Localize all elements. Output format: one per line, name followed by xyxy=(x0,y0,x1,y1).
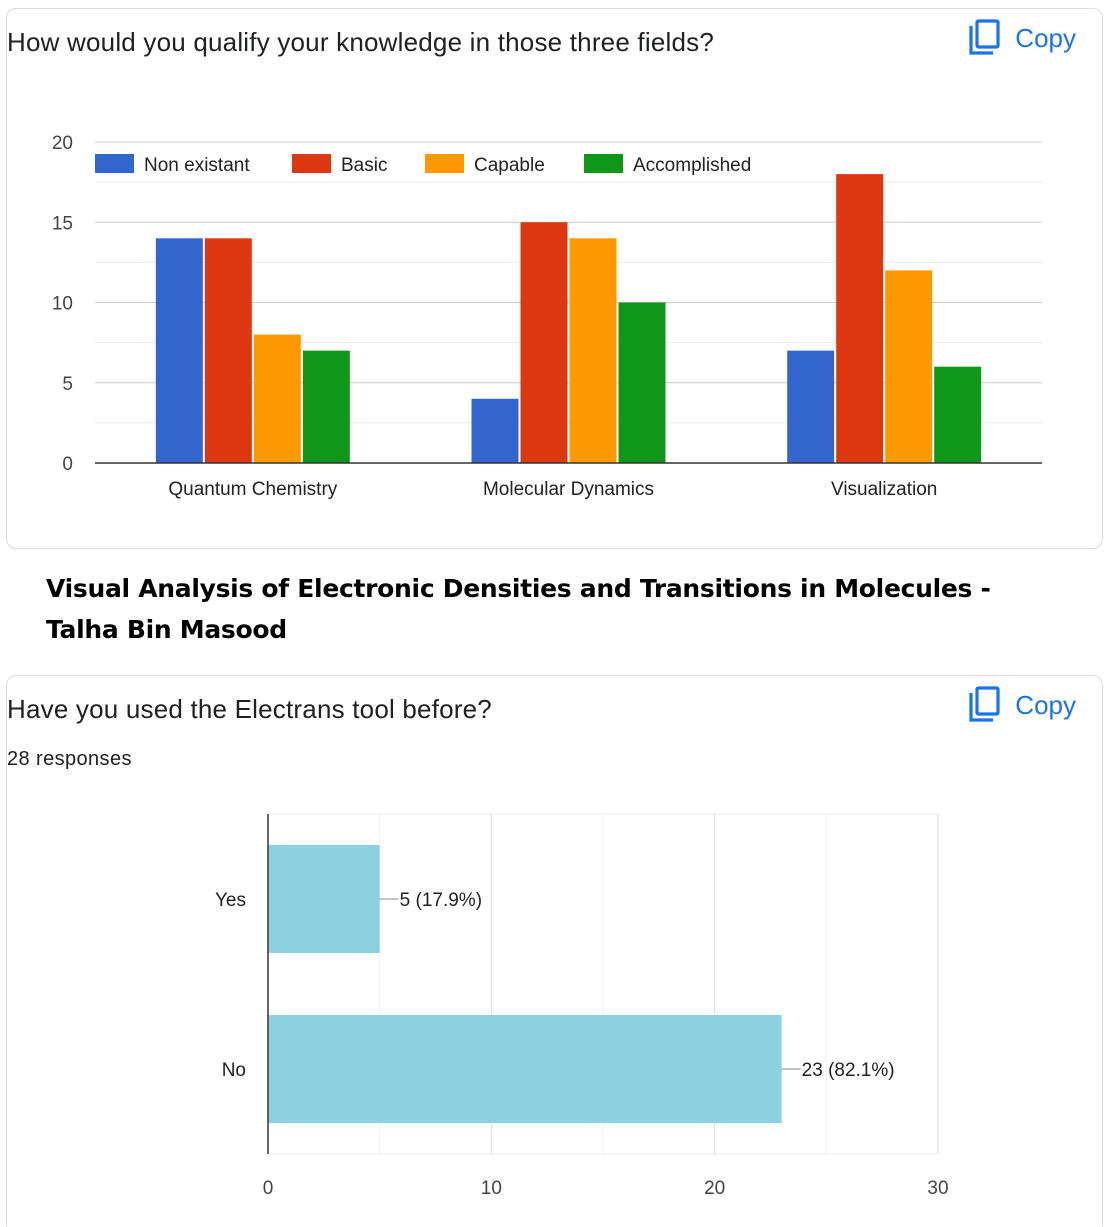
bar-basic xyxy=(520,222,568,463)
copy-icon xyxy=(969,19,1000,55)
response-count: 28 responses xyxy=(7,748,132,770)
bar-non-existant xyxy=(155,238,203,463)
electrans-bar-chart: 0 10 20 30 Yes 5 (17.9%) No 23 (82.1%) xyxy=(215,813,949,1199)
x-category-label: Quantum Chemistry xyxy=(168,479,337,500)
bar-accomplished xyxy=(302,350,350,463)
data-label: 5 (17.9%) xyxy=(400,890,482,911)
knowledge-bar-chart: 0 5 10 15 20 Quantum Chemistry Molecular Dynam… xyxy=(52,133,1042,500)
copy-icon xyxy=(969,686,1000,722)
bar-yes xyxy=(268,845,380,953)
bar-non-existant xyxy=(471,398,519,463)
legend-label: Accomplished xyxy=(633,155,751,176)
question-card-electrans: Have you used the Electrans tool before?… xyxy=(6,675,1103,1226)
legend-swatch xyxy=(425,154,464,173)
copy-label: Copy xyxy=(1015,689,1076,720)
bar-capable xyxy=(253,334,301,463)
y-tick-label: 15 xyxy=(52,213,73,234)
copy-chart-button[interactable]: Copy xyxy=(967,19,1076,57)
x-category-label: Molecular Dynamics xyxy=(483,479,654,500)
section-heading: Visual Analysis of Electronic Densities … xyxy=(46,574,991,644)
copy-label: Copy xyxy=(1015,22,1076,53)
y-tick-label: 0 xyxy=(62,454,73,475)
question-title: How would you qualify your knowledge in … xyxy=(7,27,714,57)
data-label: 23 (82.1%) xyxy=(802,1060,895,1081)
legend-swatch xyxy=(292,154,331,173)
x-tick-label: 20 xyxy=(704,1178,725,1199)
y-category-label: No xyxy=(222,1060,246,1081)
bar-basic xyxy=(836,174,884,463)
legend-label: Capable xyxy=(474,155,545,176)
y-tick-label: 10 xyxy=(52,294,73,315)
y-tick-label: 5 xyxy=(62,374,73,395)
question-title: Have you used the Electrans tool before? xyxy=(7,694,492,724)
y-category-label: Yes xyxy=(215,890,246,911)
legend-label: Non existant xyxy=(144,155,250,176)
bar-basic xyxy=(204,238,252,463)
x-category-label: Visualization xyxy=(831,479,937,500)
y-tick-label: 20 xyxy=(52,133,73,154)
copy-chart-button[interactable]: Copy xyxy=(967,686,1076,724)
bar-no xyxy=(268,1015,782,1123)
legend-swatch xyxy=(95,154,134,173)
bar-capable xyxy=(569,238,617,463)
legend-swatch xyxy=(584,154,623,173)
question-card-knowledge: How would you qualify your knowledge in … xyxy=(6,8,1103,549)
x-tick-label: 30 xyxy=(927,1178,948,1199)
bar-accomplished xyxy=(618,302,666,463)
x-tick-label: 0 xyxy=(263,1178,274,1199)
x-tick-label: 10 xyxy=(481,1178,502,1199)
bar-accomplished xyxy=(934,366,982,463)
bar-non-existant xyxy=(787,350,835,463)
legend-label: Basic xyxy=(341,155,387,176)
bar-capable xyxy=(885,270,933,463)
